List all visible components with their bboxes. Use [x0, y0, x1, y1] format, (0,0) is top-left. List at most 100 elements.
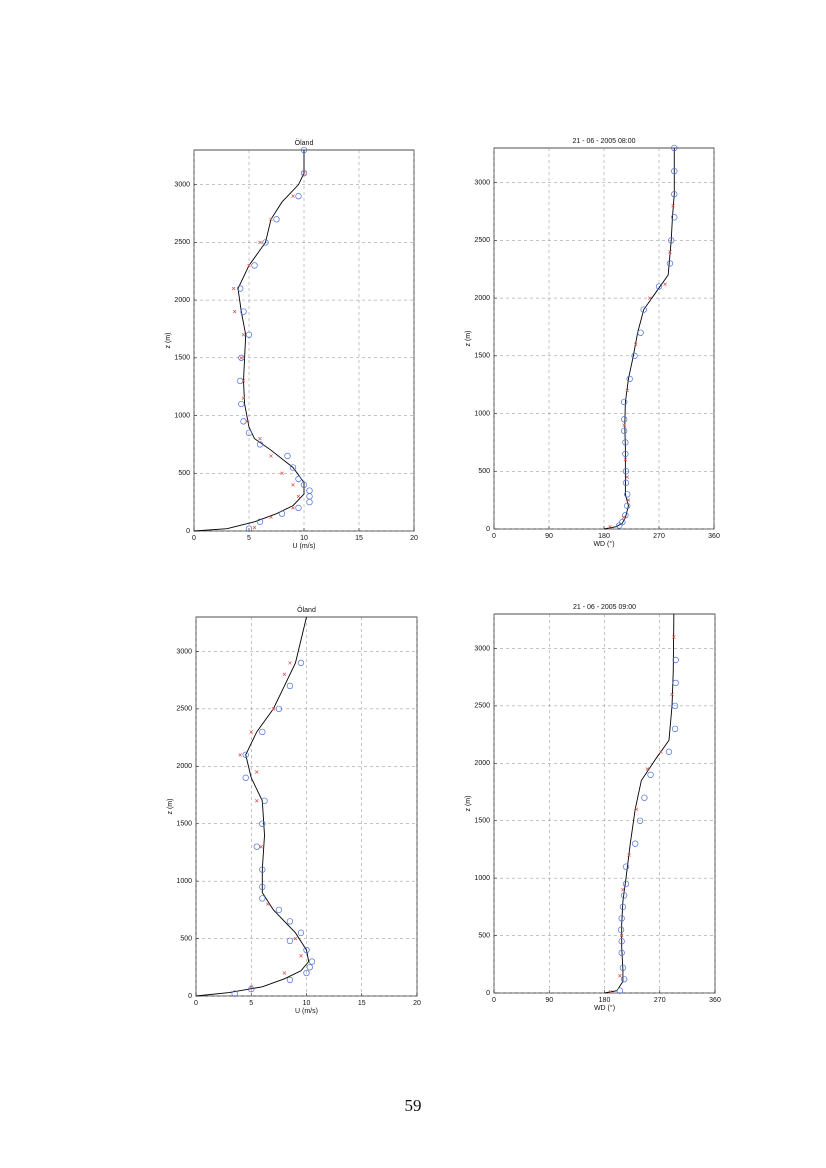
x-tick-label: 0 [492, 997, 496, 1004]
circle-point [621, 416, 628, 423]
x-axis-label: WD (°) [594, 1004, 615, 1012]
cross-point [670, 692, 674, 697]
cross-point [269, 454, 273, 458]
cross-point [621, 515, 626, 520]
y-tick-label: 3000 [474, 645, 490, 652]
cross-point [239, 356, 244, 360]
circle-point [619, 518, 626, 526]
cross-point [626, 498, 631, 502]
cross-point [625, 475, 629, 479]
y-tick-label: 3000 [174, 181, 190, 188]
circle-point [671, 214, 678, 221]
y-tick-label: 500 [478, 468, 490, 475]
chart-title: 21 - 06 - 2005 09:00 [573, 604, 636, 611]
y-tick-label: 500 [178, 470, 190, 477]
cross-point [622, 423, 626, 427]
x-tick-label: 10 [303, 1000, 311, 1007]
circle-point [295, 504, 302, 512]
circle-point [618, 938, 625, 945]
cross-point [623, 457, 628, 462]
circle-point [671, 725, 679, 732]
circle-point [275, 906, 283, 914]
x-tick-label: 360 [709, 997, 721, 1004]
circle-point [289, 464, 297, 471]
circle-point [626, 375, 633, 383]
cross-point [291, 194, 295, 198]
cross-point [241, 379, 246, 383]
circle-point [251, 262, 258, 269]
cross-point [231, 286, 236, 291]
x-tick-label: 0 [194, 1000, 198, 1007]
cross-point [625, 388, 629, 393]
chart-title: 21 - 06 - 2005 08:00 [572, 138, 635, 145]
circle-point [622, 479, 630, 486]
y-tick-label: 2000 [474, 760, 490, 767]
circle-point [256, 518, 264, 525]
y-axis-label: z (m) [465, 331, 472, 347]
circle-point [616, 987, 623, 994]
cross-point [282, 971, 287, 975]
circle-point [303, 969, 310, 977]
y-tick-label: 2000 [174, 297, 190, 304]
y-tick-label: 2500 [474, 237, 490, 244]
circle-point [622, 450, 629, 458]
circle-point [621, 398, 628, 406]
circle-point [617, 926, 625, 933]
cross-point [259, 844, 263, 849]
cross-point [663, 282, 667, 286]
cross-point [269, 515, 273, 519]
cross-point [247, 263, 251, 268]
circle-point [286, 937, 294, 945]
cross-point [271, 707, 276, 711]
circle-point [672, 679, 679, 687]
circle-point [245, 525, 253, 532]
circle-point [300, 146, 308, 154]
circle-point [671, 167, 678, 175]
circle-point [259, 866, 266, 873]
circle-point [286, 682, 294, 690]
circle-point [641, 794, 648, 801]
cross-point [302, 171, 306, 175]
cross-point [296, 494, 301, 499]
x-tick-label: 20 [410, 535, 418, 542]
circle-point [640, 306, 647, 313]
cross-point [245, 419, 249, 424]
x-axis-label: U (m/s) [293, 543, 316, 550]
circle-point [672, 656, 679, 664]
circle-point [306, 964, 313, 971]
cross-point [299, 954, 303, 958]
y-tick-label: 2000 [176, 763, 192, 770]
x-tick-label: 270 [654, 997, 666, 1004]
y-tick-label: 2500 [176, 706, 192, 713]
x-tick-label: 5 [247, 535, 251, 542]
circle-point [632, 840, 639, 847]
circle-point [297, 659, 305, 667]
circle-point [622, 439, 629, 446]
y-tick-label: 3000 [176, 648, 192, 655]
circle-point [671, 191, 678, 198]
plot-area [193, 149, 415, 532]
y-tick-label: 1500 [176, 821, 192, 828]
circle-point [622, 511, 629, 519]
chart: 0 5 10 15 20 0 500 1000 1500 2000 2500 3000 Öland U (… [167, 606, 421, 1015]
profile-line [603, 148, 675, 530]
y-axis-label: z (m) [465, 796, 472, 812]
y-tick-label: 500 [180, 935, 192, 942]
x-tick-label: 10 [300, 535, 308, 542]
circle-point [636, 817, 644, 824]
chart: 0 90 180 270 360 0 500 1000 1500 2000 2500 3000 21 -… [465, 604, 721, 1012]
chart-title: Öland [297, 606, 316, 614]
chart: 0 5 10 15 20 0 500 1000 1500 2000 2500 3000 Öland U (… [165, 139, 418, 550]
circle-point [620, 976, 628, 983]
cross-point [258, 436, 262, 441]
cross-point [255, 770, 259, 774]
cross-point [291, 506, 295, 510]
circle-point [622, 880, 630, 888]
circle-point [671, 702, 679, 710]
circle-point [665, 748, 673, 755]
circle-point [631, 352, 638, 359]
cross-point [258, 240, 262, 245]
circle-point [295, 193, 302, 200]
x-tick-label: 90 [545, 533, 553, 540]
